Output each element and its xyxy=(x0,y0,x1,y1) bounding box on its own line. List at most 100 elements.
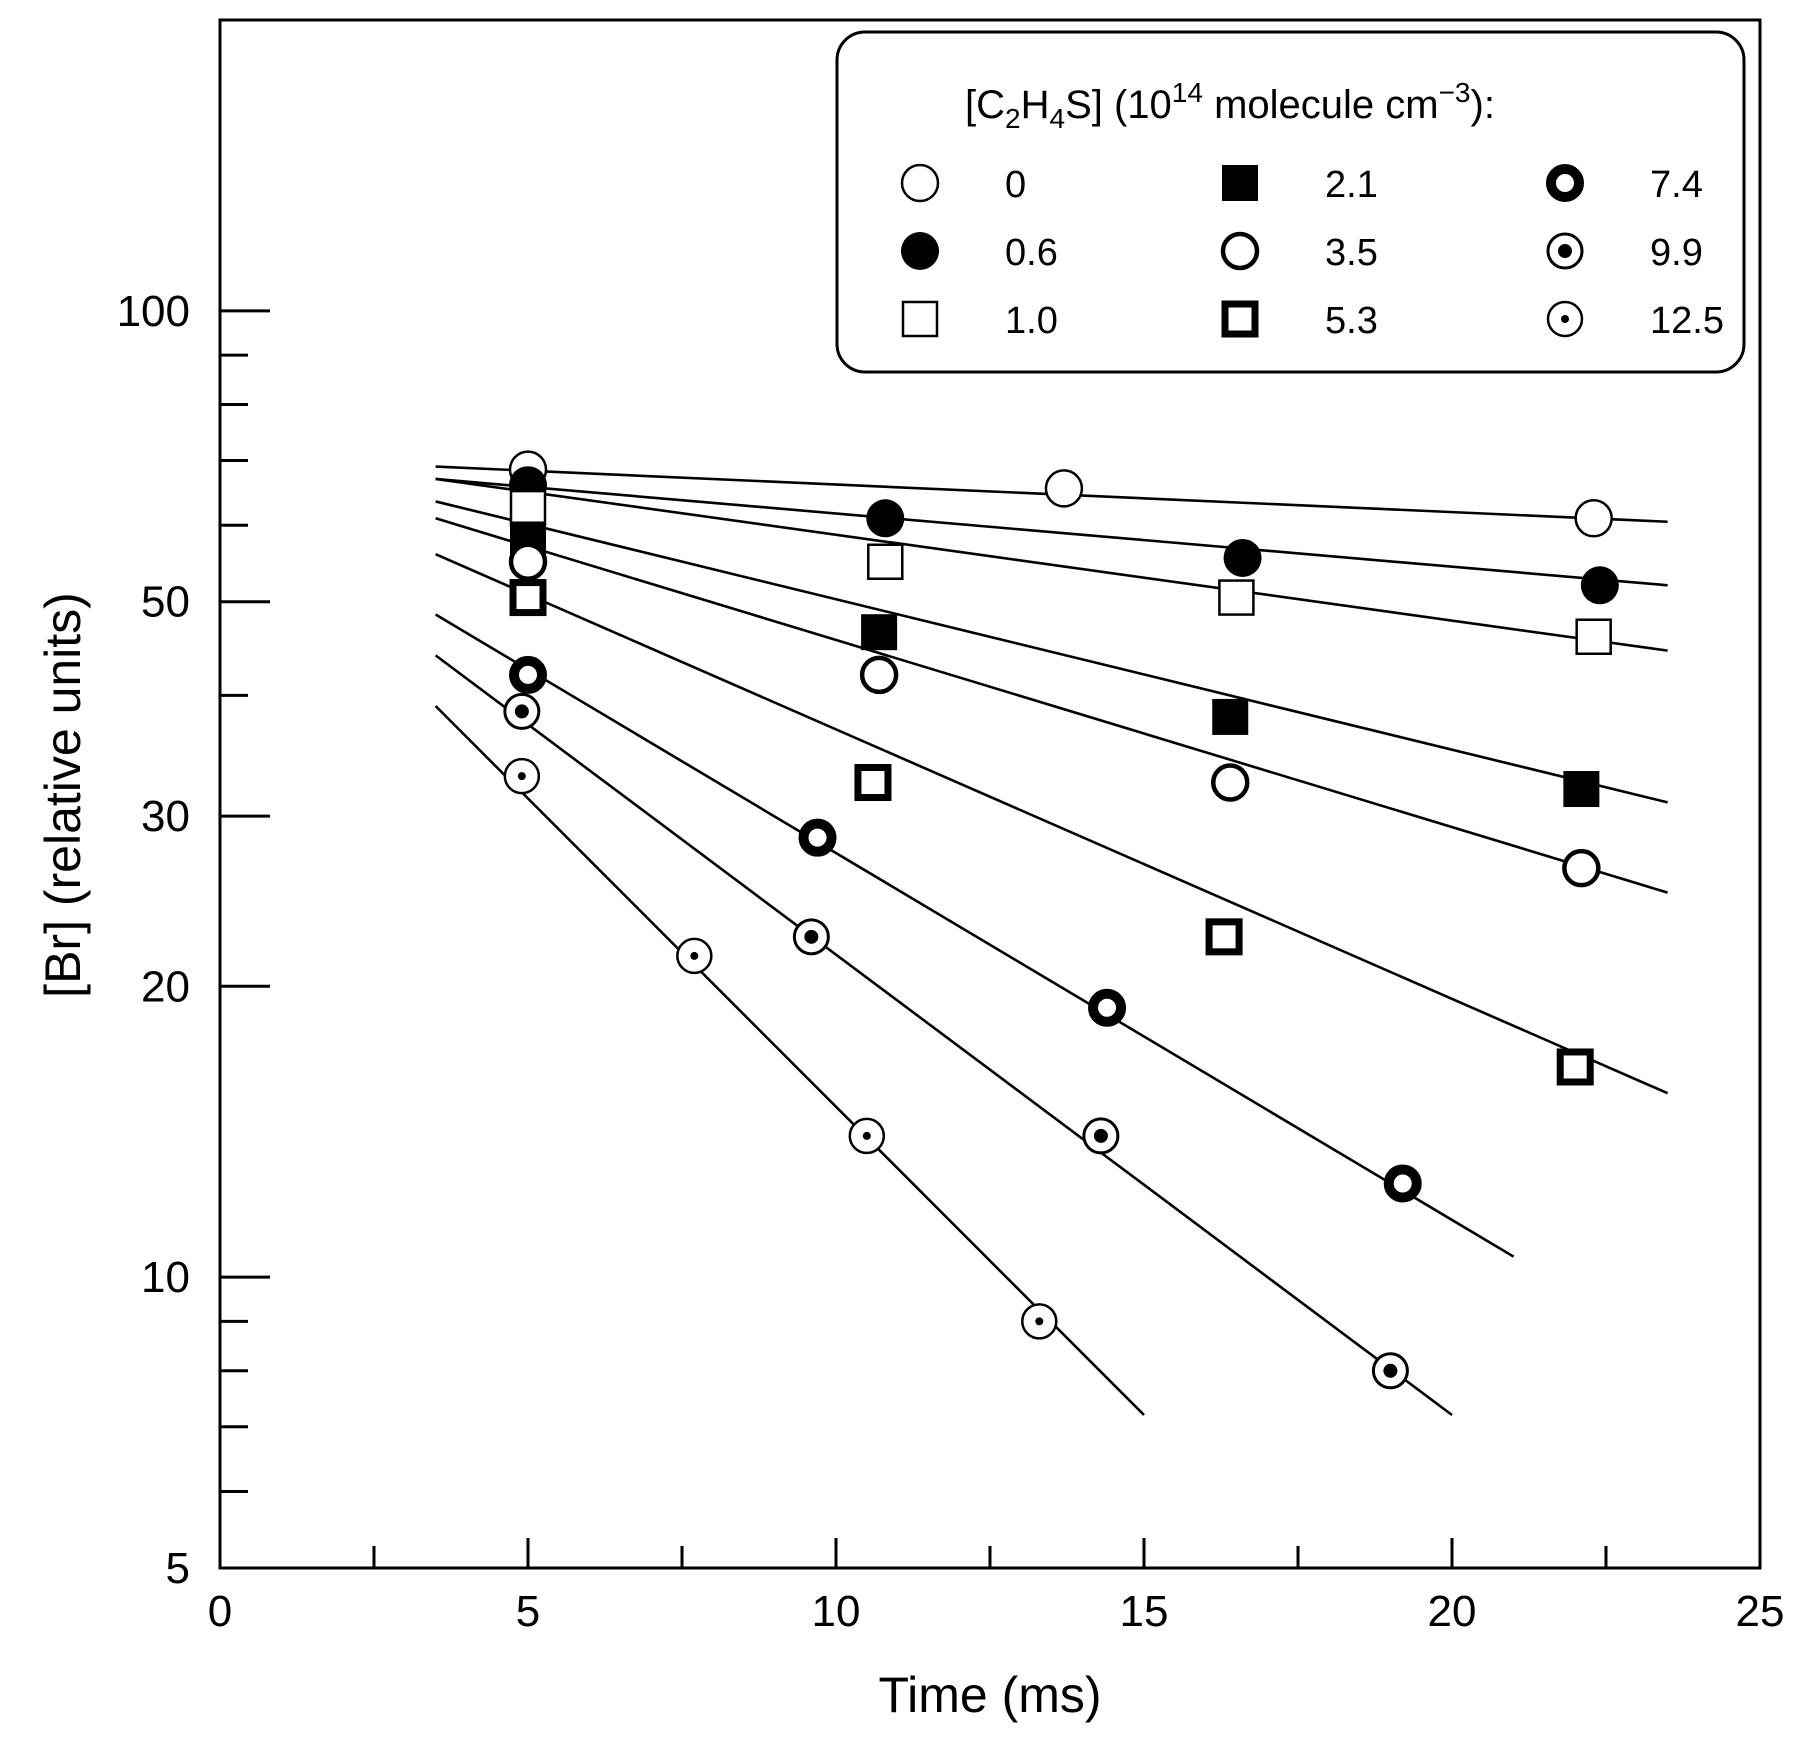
marker-shape xyxy=(1383,1164,1422,1203)
legend-box xyxy=(835,30,1746,374)
data-point-5_3 xyxy=(509,579,547,617)
data-point-2_1 xyxy=(1212,698,1249,735)
legend-marker xyxy=(1220,231,1260,271)
marker-shape xyxy=(861,614,898,651)
x-tick-label: 20 xyxy=(1428,1587,1477,1636)
data-point-0 xyxy=(1044,469,1084,508)
x-axis-label: Time (ms) xyxy=(878,1667,1101,1723)
marker-shape xyxy=(1044,469,1084,508)
legend-label: 0.6 xyxy=(1005,232,1058,274)
marker-shape xyxy=(1546,164,1584,202)
fit-line-12_5 xyxy=(434,705,1145,1416)
marker-shape xyxy=(1218,579,1255,616)
legend-title-sup: 14 xyxy=(1172,77,1203,108)
legend-entries: 0 0.6 1.0 2.1 3.5 5.3 7.4 9.9 12.5 xyxy=(900,163,1724,342)
legend-marker xyxy=(900,163,940,203)
data-point-1_0 xyxy=(1218,579,1255,616)
data-point-5_3 xyxy=(1556,1048,1594,1086)
marker-dot xyxy=(517,772,526,781)
y-tick-label: 10 xyxy=(141,1253,190,1302)
legend-label: 9.9 xyxy=(1650,232,1703,274)
marker-shape xyxy=(1563,771,1600,808)
legend-marker xyxy=(1546,232,1584,270)
marker-shape xyxy=(798,818,837,857)
marker-shape xyxy=(866,499,905,538)
y-tick-label: 30 xyxy=(141,792,190,841)
data-point-12_5 xyxy=(1021,1303,1058,1340)
y-axis-ticks: 5 10 20 30 50 100 xyxy=(117,287,270,1593)
data-point-7_4 xyxy=(798,818,837,857)
fit-line-5_3 xyxy=(435,552,1669,1095)
marker-shape xyxy=(1221,300,1259,338)
data-point-12_5 xyxy=(848,1117,886,1155)
marker-shape xyxy=(867,543,904,580)
marker-shape xyxy=(1574,499,1613,538)
marker-dot xyxy=(1561,315,1569,323)
data-point-7_4 xyxy=(509,655,547,694)
marker-shape xyxy=(1223,538,1262,577)
legend-marker xyxy=(1546,300,1584,338)
y-axis-label: [Br] (relative units) xyxy=(35,592,91,998)
data-point-5_3 xyxy=(1205,918,1243,956)
data-points xyxy=(503,450,1619,1390)
y-tick-label: 20 xyxy=(141,962,190,1011)
data-point-2_1 xyxy=(1563,771,1600,808)
marker-shape xyxy=(901,300,939,338)
legend-title-part: [C xyxy=(965,83,1005,127)
data-point-7_4 xyxy=(1088,988,1127,1027)
x-axis-ticks: 0 5 10 15 20 25 xyxy=(208,1538,1785,1636)
marker-dot xyxy=(804,929,819,944)
marker-shape xyxy=(508,542,548,581)
data-point-9_9 xyxy=(1371,1352,1409,1390)
marker-shape xyxy=(509,489,547,527)
marker-shape xyxy=(509,655,547,694)
marker-shape xyxy=(901,232,939,270)
data-point-0 xyxy=(1574,499,1613,538)
x-tick-label: 10 xyxy=(812,1587,861,1636)
marker-dot xyxy=(862,1131,871,1140)
marker-dot xyxy=(514,704,529,719)
legend-marker xyxy=(1222,165,1258,201)
fit-line-7_4 xyxy=(434,613,1515,1258)
data-point-9_9 xyxy=(1082,1117,1120,1155)
legend-label: 2.1 xyxy=(1325,164,1378,206)
data-point-0_6 xyxy=(1580,566,1619,605)
data-point-1_0 xyxy=(867,543,904,580)
legend-title-sub: 2 xyxy=(1005,103,1021,134)
fit-line-2_1 xyxy=(435,500,1668,804)
data-point-2_1 xyxy=(861,614,898,651)
legend: [C2H4S] (1014 molecule cm−3): 0 0.6 1.0 2.1… xyxy=(835,30,1746,374)
data-point-0_6 xyxy=(1223,538,1262,577)
marker-shape xyxy=(1562,848,1601,888)
legend-title-sub: 4 xyxy=(1050,103,1066,134)
marker-shape xyxy=(859,655,899,695)
marker-dot xyxy=(1558,244,1572,258)
data-point-3_5 xyxy=(859,655,899,695)
legend-label: 1.0 xyxy=(1005,300,1058,342)
marker-shape xyxy=(1580,566,1619,605)
fit-line-3_5 xyxy=(435,517,1668,894)
marker-shape xyxy=(1088,988,1127,1027)
legend-label: 3.5 xyxy=(1325,232,1378,274)
legend-marker xyxy=(901,300,939,338)
x-tick-label: 25 xyxy=(1736,1587,1785,1636)
legend-title: [C2H4S] (1014 molecule cm−3): xyxy=(965,77,1495,134)
legend-marker xyxy=(1546,164,1584,202)
legend-title-part: S] (10 xyxy=(1065,83,1172,127)
marker-shape xyxy=(1205,918,1243,956)
data-point-3_5 xyxy=(508,542,548,581)
marker-shape xyxy=(900,163,940,203)
legend-title-part: ): xyxy=(1471,83,1495,127)
fit-line-0_6 xyxy=(435,477,1668,587)
fit-line-1_0 xyxy=(435,477,1668,652)
marker-shape xyxy=(1210,763,1250,802)
marker-dot xyxy=(1093,1128,1108,1143)
legend-label: 5.3 xyxy=(1325,300,1378,342)
data-point-12_5 xyxy=(676,937,713,975)
legend-marker xyxy=(901,232,939,270)
x-tick-label: 0 xyxy=(208,1587,232,1636)
fit-lines xyxy=(434,465,1669,1417)
marker-dot xyxy=(1383,1363,1398,1378)
fit-line-9_9 xyxy=(434,654,1453,1417)
